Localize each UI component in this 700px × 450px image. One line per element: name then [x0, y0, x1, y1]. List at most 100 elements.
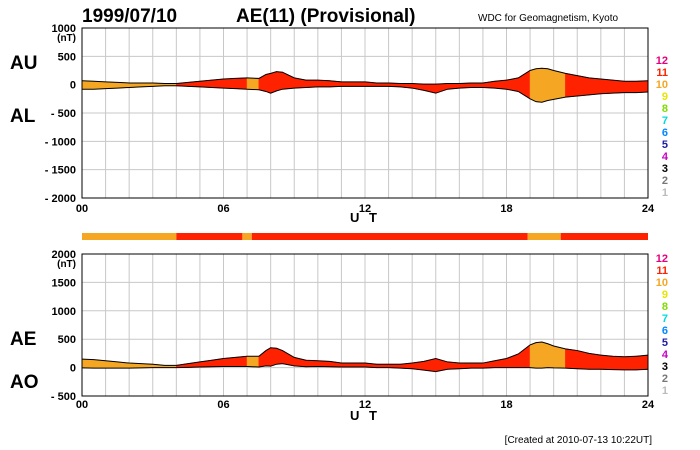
area-segment — [93, 80, 106, 90]
legend-item: 1 — [662, 187, 668, 199]
legend-item: 9 — [662, 289, 668, 301]
upper-series-line — [81, 341, 649, 366]
y-tick-label: - 500 — [51, 391, 76, 403]
area-segment — [105, 81, 118, 89]
legend-item: 6 — [662, 127, 668, 139]
x-tick-label: 12 — [359, 399, 371, 411]
x-tick-label: 24 — [642, 399, 655, 411]
area-segment — [265, 72, 271, 94]
area-segment — [470, 82, 484, 88]
unit-label: (nT) — [57, 259, 76, 270]
legend-item: 9 — [662, 91, 668, 103]
chart-title: AE(11) (Provisional) — [236, 6, 416, 27]
y-tick-label: 1000 — [52, 23, 76, 35]
area-segment — [576, 75, 590, 97]
activity-segment — [251, 233, 528, 240]
unit-label: (nT) — [57, 33, 76, 44]
area-segment — [81, 80, 95, 90]
legend-item: 12 — [656, 253, 668, 265]
area-segment — [624, 355, 637, 371]
area-segment — [435, 83, 448, 94]
area-segment — [635, 354, 649, 371]
y-tick-label: - 2000 — [45, 193, 76, 205]
legend-item: 3 — [662, 361, 668, 373]
y-tick-label: - 500 — [51, 108, 76, 120]
upper-series-line — [81, 67, 649, 85]
y-tick-label: 500 — [58, 51, 76, 63]
legend-item: 3 — [662, 163, 668, 175]
plot-frame — [81, 253, 649, 397]
area-segment — [535, 67, 543, 103]
x-tick-label: 00 — [76, 399, 88, 411]
side-label-ae: AE — [10, 329, 36, 350]
area-segment — [612, 355, 625, 371]
area-segment — [223, 78, 236, 89]
chart-date: 1999/07/10 — [82, 6, 177, 27]
x-tick-label: 06 — [217, 399, 229, 411]
area-segment — [341, 81, 354, 87]
legend-item: 4 — [662, 349, 669, 361]
x-axis-label: U T — [350, 210, 380, 225]
activity-segment — [560, 233, 648, 240]
legend-item: 11 — [656, 265, 668, 277]
area-segment — [81, 358, 95, 369]
area-segment — [246, 355, 260, 368]
area-segment — [317, 79, 330, 88]
y-tick-label: 2000 — [52, 249, 76, 261]
area-segment — [529, 68, 537, 103]
y-tick-label: 0 — [70, 80, 76, 92]
chart-source: WDC for Geomagnetism, Kyoto — [478, 13, 618, 24]
y-tick-label: 500 — [58, 334, 76, 346]
legend-item: 5 — [662, 139, 668, 151]
area-segment — [276, 71, 283, 92]
area-segment — [553, 70, 566, 100]
legend-item: 12 — [656, 55, 668, 67]
area-segment — [565, 348, 578, 370]
area-segment — [553, 345, 566, 369]
area-segment — [517, 344, 531, 368]
legend-item: 4 — [662, 151, 669, 163]
y-tick-label: 1500 — [52, 277, 76, 289]
legend-item: 7 — [662, 115, 668, 127]
area-segment — [234, 77, 248, 90]
area-segment — [600, 78, 613, 95]
legend-item: 2 — [662, 175, 668, 187]
x-axis-label: U T — [350, 408, 380, 423]
area-segment — [541, 341, 549, 369]
x-tick-label: 06 — [217, 203, 229, 215]
area-segment — [565, 72, 578, 98]
area-segment — [470, 362, 484, 369]
area-segment — [341, 362, 354, 368]
side-label-al: AL — [10, 106, 36, 127]
legend-item: 5 — [662, 337, 668, 349]
x-tick-label: 18 — [500, 203, 512, 215]
area-segment — [588, 353, 602, 370]
area-segment — [234, 355, 248, 367]
area-segment — [612, 79, 625, 94]
legend-item: 1 — [662, 385, 668, 397]
legend-item: 10 — [656, 277, 668, 289]
legend-item: 6 — [662, 325, 668, 337]
x-tick-label: 24 — [642, 203, 655, 215]
area-segment — [270, 71, 277, 94]
side-label-ao: AO — [10, 372, 39, 393]
area-segment — [600, 354, 613, 370]
area-segment — [352, 362, 366, 368]
area-segment — [376, 82, 389, 87]
area-segment — [352, 81, 366, 87]
area-segment — [624, 80, 637, 93]
area-segment — [541, 67, 549, 103]
x-tick-label: 00 — [76, 203, 88, 215]
legend-item: 2 — [662, 373, 668, 385]
y-tick-label: 1000 — [52, 306, 76, 318]
x-tick-label: 18 — [500, 399, 512, 411]
lower-series-line — [82, 85, 649, 103]
legend-item: 11 — [656, 67, 668, 79]
legend-item: 8 — [662, 103, 668, 115]
activity-segment — [82, 233, 177, 240]
area-segment — [635, 80, 649, 93]
